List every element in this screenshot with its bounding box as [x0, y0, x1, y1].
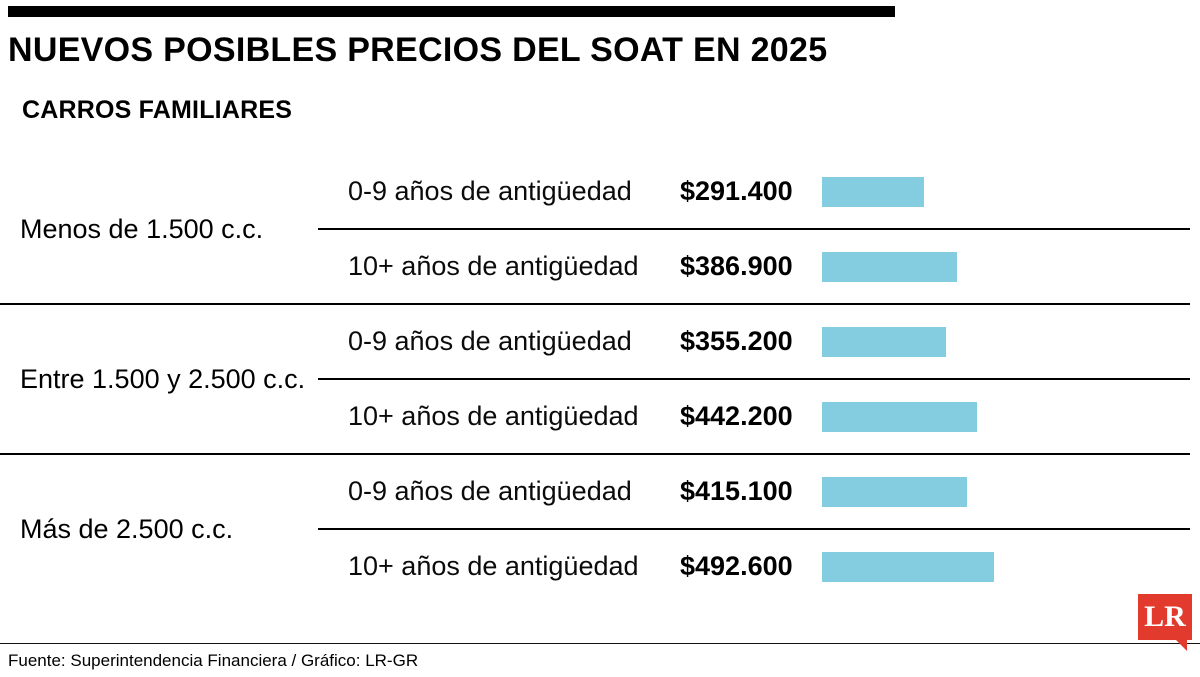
price-bar: [822, 176, 924, 207]
price-value: $355.200: [680, 326, 793, 357]
group-rows: 0-9 años de antigüedad $355.200 10+ años…: [318, 305, 1190, 453]
table-row: 10+ años de antigüedad $492.600: [318, 528, 1190, 603]
category-label: Más de 2.500 c.c.: [20, 513, 234, 544]
table-row: 0-9 años de antigüedad $291.400: [318, 155, 1190, 228]
price-value: $291.400: [680, 176, 793, 207]
section-title: CARROS FAMILIARES: [22, 96, 293, 125]
price-value: $386.900: [680, 251, 793, 282]
price-value: $442.200: [680, 401, 793, 432]
age-label: 0-9 años de antigüedad: [348, 326, 632, 357]
table-row: 10+ años de antigüedad $442.200: [318, 378, 1190, 453]
price-table: Menos de 1.500 c.c. 0-9 años de antigüed…: [0, 155, 1190, 603]
footer: Fuente: Superintendencia Financiera / Gr…: [0, 643, 1200, 677]
page-title: NUEVOS POSIBLES PRECIOS DEL SOAT EN 2025: [8, 31, 828, 69]
lr-logo: LR: [1138, 594, 1192, 651]
lr-logo-text: LR: [1144, 600, 1186, 633]
age-label: 0-9 años de antigüedad: [348, 176, 632, 207]
category-label: Entre 1.500 y 2.500 c.c.: [20, 363, 306, 394]
table-row: 10+ años de antigüedad $386.900: [318, 228, 1190, 303]
table-row: 0-9 años de antigüedad $355.200: [318, 305, 1190, 378]
age-label: 0-9 años de antigüedad: [348, 476, 632, 507]
table-row: 0-9 años de antigüedad $415.100: [318, 455, 1190, 528]
category-group-2: Entre 1.500 y 2.500 c.c. 0-9 años de ant…: [0, 303, 1190, 453]
category-group-1: Menos de 1.500 c.c. 0-9 años de antigüed…: [0, 155, 1190, 303]
age-label: 10+ años de antigüedad: [348, 251, 639, 282]
age-label: 10+ años de antigüedad: [348, 551, 639, 582]
price-bar: [822, 551, 994, 582]
price-value: $415.100: [680, 476, 793, 507]
group-rows: 0-9 años de antigüedad $415.100 10+ años…: [318, 455, 1190, 603]
price-value: $492.600: [680, 551, 793, 582]
category-label: Menos de 1.500 c.c.: [20, 213, 264, 244]
category-group-3: Más de 2.500 c.c. 0-9 años de antigüedad…: [0, 453, 1190, 603]
price-bar: [822, 476, 967, 507]
age-label: 10+ años de antigüedad: [348, 401, 639, 432]
price-bar: [822, 251, 957, 282]
price-bar: [822, 401, 977, 432]
source-text: Fuente: Superintendencia Financiera / Gr…: [8, 650, 419, 670]
price-bar: [822, 326, 946, 357]
top-accent-bar: [8, 6, 895, 17]
group-rows: 0-9 años de antigüedad $291.400 10+ años…: [318, 155, 1190, 303]
